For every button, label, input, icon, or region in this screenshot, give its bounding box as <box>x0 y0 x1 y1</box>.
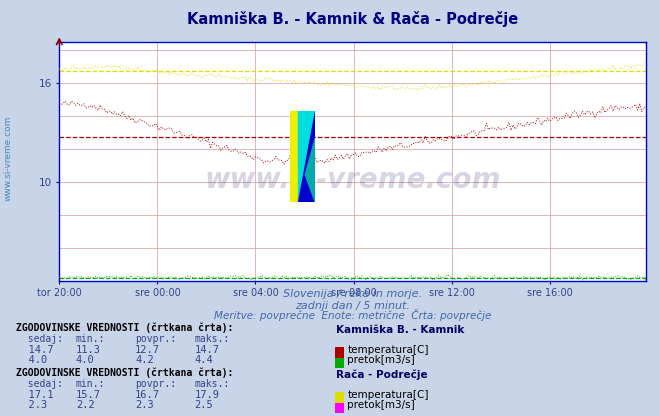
Text: 12.7: 12.7 <box>135 345 160 355</box>
Text: www.si-vreme.com: www.si-vreme.com <box>3 115 13 201</box>
Text: 17.9: 17.9 <box>194 390 219 400</box>
Text: 2.3: 2.3 <box>135 400 154 410</box>
Text: 4.0: 4.0 <box>76 355 94 365</box>
Text: 2.5: 2.5 <box>194 400 213 410</box>
Text: pretok[m3/s]: pretok[m3/s] <box>347 400 415 410</box>
Text: maks.:: maks.: <box>194 334 229 344</box>
Text: Kamniška B. - Kamnik: Kamniška B. - Kamnik <box>336 325 465 335</box>
Polygon shape <box>298 111 315 202</box>
Text: ZGODOVINSKE VREDNOSTI (črtkana črta):: ZGODOVINSKE VREDNOSTI (črtkana črta): <box>16 367 234 378</box>
Text: 4.2: 4.2 <box>135 355 154 365</box>
Text: Kamniška B. - Kamnik & Rača - Podrečje: Kamniška B. - Kamnik & Rača - Podrečje <box>187 11 518 27</box>
Polygon shape <box>298 111 315 202</box>
Text: 17.1: 17.1 <box>16 390 54 400</box>
Text: 16.7: 16.7 <box>135 390 160 400</box>
Text: 15.7: 15.7 <box>76 390 101 400</box>
Text: 14.7: 14.7 <box>16 345 54 355</box>
Text: 11.3: 11.3 <box>76 345 101 355</box>
Text: 4.4: 4.4 <box>194 355 213 365</box>
Text: Rača - Podrečje: Rača - Podrečje <box>336 369 428 380</box>
Text: temperatura[C]: temperatura[C] <box>347 345 429 355</box>
Text: povpr.:: povpr.: <box>135 334 176 344</box>
Text: sedaj:: sedaj: <box>16 379 63 389</box>
Text: pretok[m3/s]: pretok[m3/s] <box>347 355 415 365</box>
Text: Meritve: povprečne  Enote: metrične  Črta: povprečje: Meritve: povprečne Enote: metrične Črta:… <box>214 310 491 322</box>
Polygon shape <box>290 111 315 202</box>
Text: Slovenija / reke in morje.: Slovenija / reke in morje. <box>283 290 422 300</box>
Text: 4.0: 4.0 <box>16 355 47 365</box>
Text: zadnji dan / 5 minut.: zadnji dan / 5 minut. <box>295 301 410 311</box>
Text: temperatura[C]: temperatura[C] <box>347 390 429 400</box>
Text: povpr.:: povpr.: <box>135 379 176 389</box>
Text: sedaj:: sedaj: <box>16 334 63 344</box>
Text: 2.3: 2.3 <box>16 400 47 410</box>
Polygon shape <box>305 138 315 202</box>
Text: min.:: min.: <box>76 379 105 389</box>
Text: min.:: min.: <box>76 334 105 344</box>
Text: maks.:: maks.: <box>194 379 229 389</box>
Text: www.si-vreme.com: www.si-vreme.com <box>204 166 501 194</box>
Text: 14.7: 14.7 <box>194 345 219 355</box>
Text: 2.2: 2.2 <box>76 400 94 410</box>
Text: ZGODOVINSKE VREDNOSTI (črtkana črta):: ZGODOVINSKE VREDNOSTI (črtkana črta): <box>16 322 234 333</box>
